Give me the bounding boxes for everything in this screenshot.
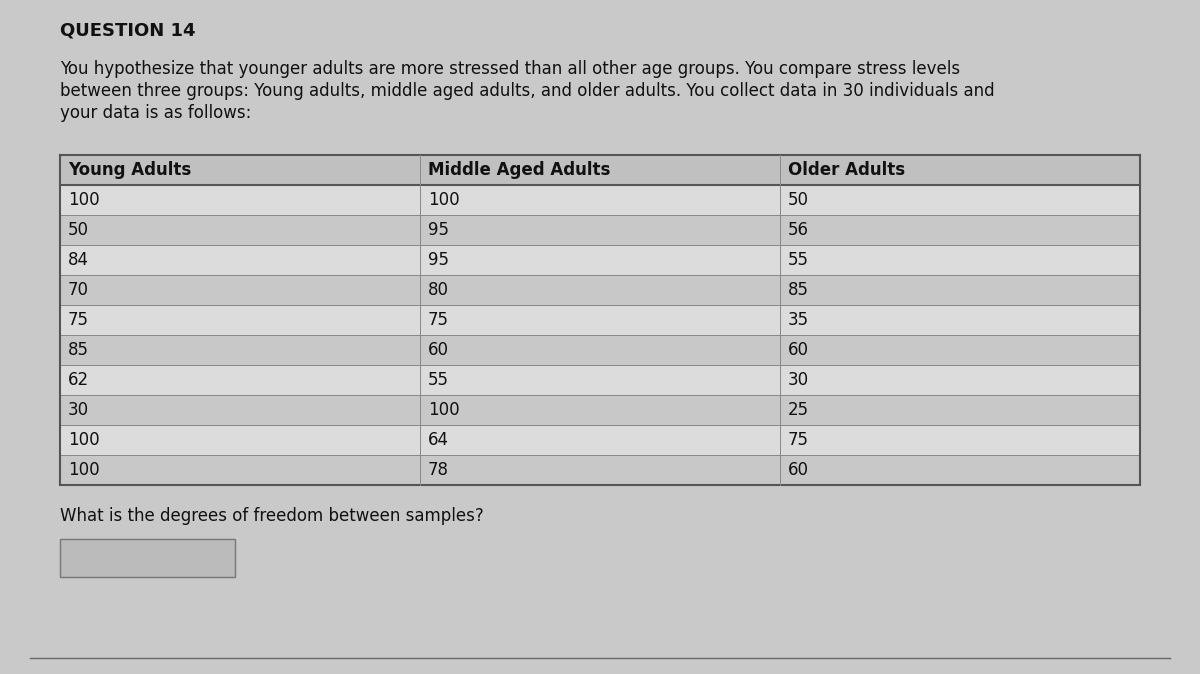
Bar [60,275,1140,305]
Text: 95: 95 [428,251,449,269]
Bar [60,539,235,577]
Text: 75: 75 [428,311,449,329]
Text: 50: 50 [788,191,809,209]
Bar [60,215,1140,245]
Bar [60,455,1140,485]
Text: 85: 85 [788,281,809,299]
Text: 62: 62 [68,371,89,389]
Text: 80: 80 [428,281,449,299]
Text: 100: 100 [428,191,460,209]
Bar [60,155,1140,185]
Text: 55: 55 [428,371,449,389]
Text: 75: 75 [68,311,89,329]
Text: Older Adults: Older Adults [788,161,905,179]
Text: 70: 70 [68,281,89,299]
Text: You hypothesize that younger adults are more stressed than all other age groups.: You hypothesize that younger adults are … [60,60,960,78]
Text: your data is as follows:: your data is as follows: [60,104,251,122]
Text: 55: 55 [788,251,809,269]
Text: Young Adults: Young Adults [68,161,191,179]
Text: 100: 100 [68,461,100,479]
Text: 95: 95 [428,221,449,239]
Text: 100: 100 [68,191,100,209]
Text: between three groups: Young adults, middle aged adults, and older adults. You co: between three groups: Young adults, midd… [60,82,995,100]
Text: 30: 30 [68,401,89,419]
Text: 35: 35 [788,311,809,329]
Text: 60: 60 [788,461,809,479]
Text: 64: 64 [428,431,449,449]
Text: What is the degrees of freedom between samples?: What is the degrees of freedom between s… [60,507,484,525]
Text: 60: 60 [788,341,809,359]
Text: QUESTION 14: QUESTION 14 [60,22,196,40]
Bar [60,395,1140,425]
Bar [60,425,1140,455]
Text: Middle Aged Adults: Middle Aged Adults [428,161,611,179]
Text: 30: 30 [788,371,809,389]
Text: 85: 85 [68,341,89,359]
Text: 60: 60 [428,341,449,359]
Text: 75: 75 [788,431,809,449]
Bar [60,335,1140,365]
Bar [60,305,1140,335]
Text: 100: 100 [428,401,460,419]
Text: 25: 25 [788,401,809,419]
Bar [60,185,1140,215]
Bar [60,365,1140,395]
Text: 84: 84 [68,251,89,269]
Text: 50: 50 [68,221,89,239]
Text: 78: 78 [428,461,449,479]
Text: 56: 56 [788,221,809,239]
Text: 100: 100 [68,431,100,449]
Bar [60,245,1140,275]
